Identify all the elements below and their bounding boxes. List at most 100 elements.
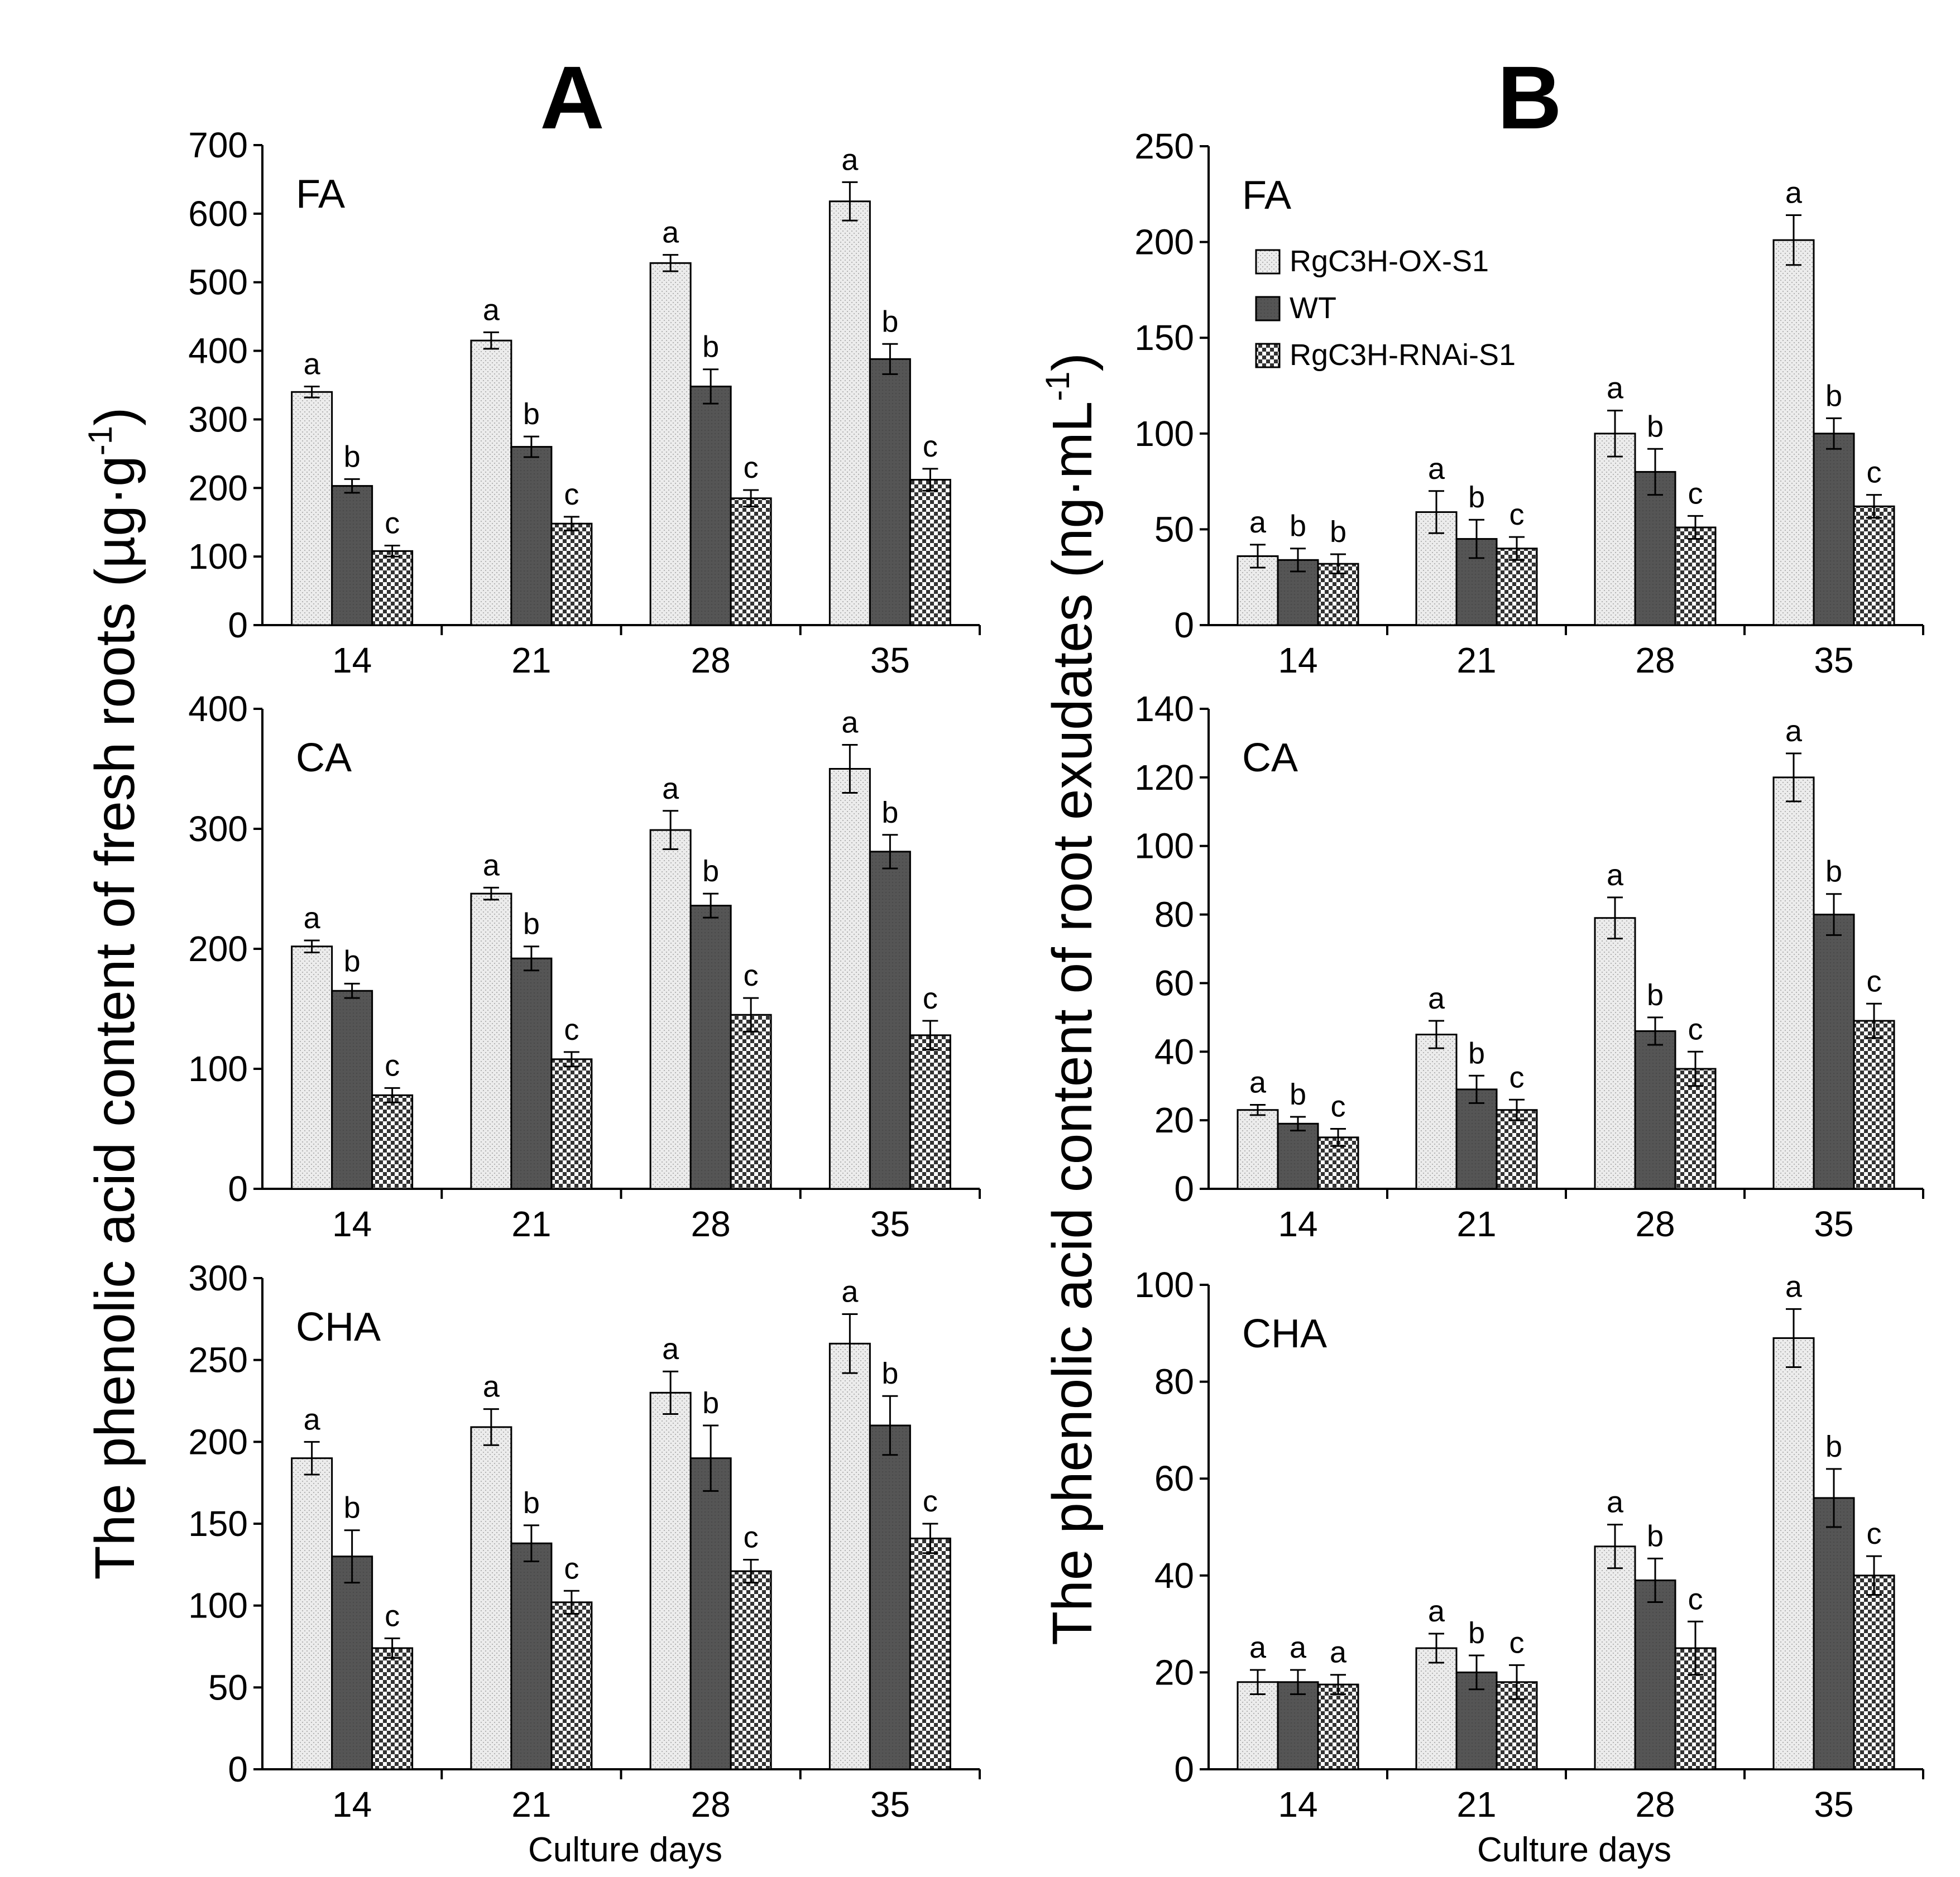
y-tick-label: 50: [208, 1667, 248, 1707]
significance-letter: b: [1647, 410, 1664, 443]
bar-rnai: [371, 550, 414, 626]
significance-letter: c: [1688, 1012, 1703, 1046]
bar-rnai: [730, 1014, 772, 1190]
x-tick-label: 21: [511, 640, 551, 680]
significance-letter: c: [744, 1521, 759, 1554]
bar-wt: [1813, 1497, 1855, 1770]
x-tick-label: 28: [1635, 640, 1675, 680]
y-tick-label: 20: [1154, 1100, 1194, 1140]
significance-letter: b: [881, 1357, 898, 1390]
significance-letter: a: [483, 1370, 500, 1404]
y-tick-label: 100: [188, 1586, 248, 1626]
x-axis-title-b: Culture days: [1477, 1831, 1671, 1869]
x-tick-label: 21: [1456, 1784, 1496, 1825]
bar-wt: [331, 990, 373, 1190]
y-tick-label: 400: [188, 689, 248, 729]
y-tick-label: 200: [188, 929, 248, 969]
significance-letter: a: [304, 1403, 321, 1436]
panel-label-b: B: [1497, 47, 1562, 147]
chart-a-fa: 0100200300400500600700FA14abc21abc28abc3…: [188, 125, 981, 680]
significance-letter: a: [1428, 1595, 1445, 1628]
x-tick-label: 28: [1635, 1784, 1675, 1825]
significance-letter: b: [1825, 855, 1842, 889]
y-tick-label: 300: [188, 1258, 248, 1298]
bar-wt: [1277, 1122, 1319, 1190]
significance-letter: a: [1607, 1486, 1624, 1519]
bar-ox: [1415, 1647, 1458, 1770]
y-tick-label: 100: [1134, 1265, 1194, 1305]
bar-wt: [689, 905, 732, 1190]
significance-letter: b: [523, 1486, 540, 1520]
significance-letter: a: [1249, 1631, 1267, 1664]
bar-ox: [291, 391, 333, 626]
bar-rnai: [550, 1058, 593, 1190]
bar-ox: [1594, 433, 1636, 626]
chart-a-cha: 050100150200250300CHA14abc21abc28abc35ab…: [188, 1258, 981, 1825]
x-tick-label: 28: [1635, 1204, 1675, 1244]
y-tick-label: 100: [188, 1049, 248, 1089]
significance-letter: b: [1825, 1430, 1842, 1463]
y-tick-label: 400: [188, 331, 248, 371]
significance-letter: a: [1785, 176, 1803, 210]
y-tick-label: 150: [1134, 318, 1194, 358]
y-tick-label: 250: [188, 1340, 248, 1380]
significance-letter: c: [1331, 1090, 1346, 1124]
x-tick-label: 14: [332, 1784, 372, 1825]
significance-letter: c: [923, 430, 938, 463]
x-tick-label: 35: [1814, 1204, 1853, 1244]
chart-title: CA: [296, 736, 352, 780]
x-axis-title-a: Culture days: [528, 1831, 722, 1869]
significance-letter: a: [1290, 1631, 1307, 1664]
y-tick-label: 0: [228, 605, 248, 645]
y-tick-label: 60: [1154, 1458, 1194, 1499]
x-tick-label: 14: [1278, 1784, 1317, 1825]
y-axis-title-b: The phenolic acid content of root exudat…: [1039, 353, 1104, 1645]
significance-letter: c: [385, 506, 400, 540]
bar-ox: [1594, 917, 1636, 1190]
x-tick-label: 14: [332, 1204, 372, 1244]
y-tick-label: 300: [188, 399, 248, 439]
legend: RgC3H-OX-S1 WT RgC3H-RNAi-S1: [1255, 244, 1516, 372]
significance-letter: b: [1290, 1078, 1306, 1111]
significance-letter: a: [662, 216, 679, 249]
significance-letter: b: [1468, 1616, 1485, 1650]
significance-letter: c: [564, 1552, 579, 1585]
significance-letter: c: [1688, 477, 1703, 510]
bar-ox: [1237, 1681, 1279, 1770]
bar-rnai: [909, 1034, 951, 1190]
y-tick-label: 100: [1134, 414, 1194, 454]
bar-wt: [510, 957, 553, 1190]
bar-wt: [869, 851, 911, 1190]
bar-ox: [291, 1457, 333, 1770]
significance-letter: a: [1428, 982, 1445, 1015]
significance-letter: b: [702, 1386, 719, 1420]
bar-ox: [828, 1342, 871, 1770]
significance-letter: c: [1688, 1582, 1703, 1616]
x-tick-label: 21: [511, 1784, 551, 1825]
x-tick-label: 21: [511, 1204, 551, 1244]
bar-rnai: [730, 497, 772, 626]
bar-ox: [1772, 1337, 1815, 1770]
bar-wt: [1634, 1579, 1676, 1770]
x-tick-label: 35: [1814, 1784, 1853, 1825]
significance-letter: c: [1509, 498, 1525, 531]
significance-letter: b: [702, 855, 719, 888]
x-tick-label: 14: [1278, 640, 1317, 680]
x-tick-label: 35: [870, 640, 910, 680]
bar-ox: [1772, 239, 1815, 626]
y-tick-label: 500: [188, 262, 248, 303]
chart-title: CA: [1242, 736, 1298, 780]
significance-letter: b: [1647, 978, 1664, 1012]
y-tick-label: 120: [1134, 757, 1194, 798]
bar-rnai: [1674, 526, 1717, 626]
y-tick-label: 700: [188, 125, 248, 165]
significance-letter: a: [483, 293, 500, 327]
significance-letter: b: [1468, 481, 1485, 514]
significance-letter: a: [662, 1332, 679, 1366]
bar-wt: [1813, 914, 1855, 1190]
x-tick-label: 35: [870, 1784, 910, 1825]
bar-wt: [869, 1424, 911, 1770]
significance-letter: a: [841, 706, 859, 740]
